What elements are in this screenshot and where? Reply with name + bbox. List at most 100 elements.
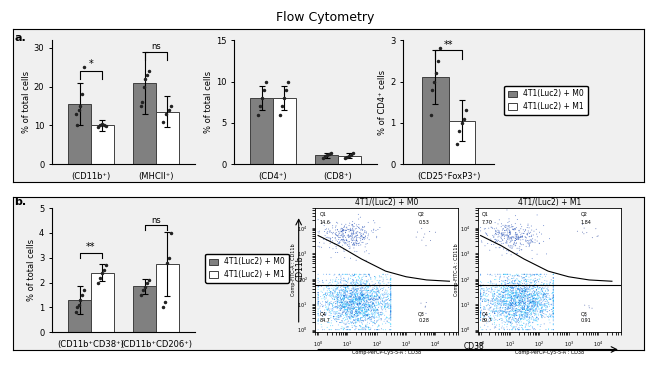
- Point: [497, 232, 508, 238]
- Point: [338, 300, 348, 306]
- Point: [359, 306, 370, 311]
- Point: [521, 227, 531, 233]
- Point: [373, 289, 384, 295]
- Point: [494, 292, 504, 297]
- Point: [532, 238, 542, 244]
- Point: [533, 293, 543, 299]
- Point: [350, 271, 360, 277]
- Point: [346, 293, 357, 299]
- Point: [517, 291, 527, 297]
- Point: [348, 288, 359, 294]
- Point: [508, 287, 518, 293]
- Bar: [422, 77, 448, 164]
- Point: [342, 327, 352, 333]
- Point: [475, 292, 486, 297]
- Point: [512, 285, 523, 291]
- Point: [514, 298, 525, 304]
- Point: [495, 293, 506, 299]
- Point: [338, 227, 348, 233]
- Point: [515, 299, 525, 305]
- Point: [374, 316, 384, 322]
- Point: [540, 293, 551, 299]
- Point: [346, 237, 357, 243]
- Point: [532, 291, 542, 297]
- Point: [368, 300, 378, 306]
- Point: [490, 308, 501, 314]
- Point: [342, 285, 352, 291]
- Point: [512, 294, 523, 300]
- Point: [525, 240, 536, 246]
- Point: [342, 299, 352, 305]
- Point: [367, 303, 377, 308]
- Point: [370, 320, 380, 326]
- Point: [515, 299, 526, 305]
- Point: [369, 315, 379, 321]
- Point: [356, 293, 366, 299]
- Point: [351, 313, 361, 319]
- Point: [339, 304, 349, 310]
- Point: [505, 301, 515, 307]
- Point: [341, 317, 351, 323]
- Point: [352, 285, 362, 291]
- Point: [499, 309, 510, 315]
- Point: [341, 298, 352, 304]
- Point: [535, 302, 545, 308]
- Point: [356, 301, 366, 307]
- Point: [520, 301, 530, 307]
- Point: [372, 307, 383, 313]
- Point: [519, 315, 530, 321]
- Point: [361, 323, 371, 329]
- Point: [314, 230, 324, 236]
- Point: [354, 275, 365, 281]
- Point: [353, 315, 363, 321]
- Point: [359, 327, 369, 333]
- Point: [364, 272, 374, 278]
- Point: [322, 299, 333, 305]
- Point: [352, 318, 363, 323]
- Point: [372, 296, 382, 301]
- Point: [548, 311, 558, 317]
- Point: [548, 297, 558, 303]
- Point: [342, 288, 352, 294]
- Point: [358, 314, 369, 319]
- Point: [536, 291, 546, 297]
- Point: [331, 295, 341, 300]
- Point: [491, 308, 501, 314]
- Point: [350, 293, 361, 299]
- Point: [354, 226, 365, 231]
- Point: [500, 295, 511, 301]
- Point: [347, 286, 358, 292]
- Point: [352, 288, 362, 294]
- Point: [339, 296, 349, 302]
- Point: [530, 306, 541, 312]
- Point: [358, 288, 368, 293]
- Point: [367, 297, 378, 303]
- Point: [333, 240, 344, 246]
- Point: [344, 303, 355, 308]
- Point: [519, 309, 530, 315]
- Point: [494, 291, 504, 297]
- Point: [508, 306, 518, 312]
- Point: [521, 279, 532, 285]
- Point: [340, 306, 350, 312]
- Point: [497, 233, 508, 239]
- Point: [385, 321, 396, 327]
- Point: [355, 301, 365, 307]
- Point: [510, 299, 521, 304]
- Point: [385, 312, 395, 318]
- Point: [510, 318, 520, 324]
- Point: [520, 283, 530, 288]
- Point: [358, 280, 368, 286]
- Point: [538, 295, 549, 301]
- Point: [354, 301, 364, 307]
- Point: [350, 282, 360, 288]
- Point: [525, 243, 535, 249]
- Point: [362, 241, 372, 246]
- Point: [353, 302, 363, 308]
- Point: [517, 296, 527, 302]
- Point: [385, 313, 396, 319]
- Point: [360, 290, 370, 296]
- Point: [328, 310, 339, 316]
- Point: [526, 305, 536, 311]
- Point: [363, 295, 374, 301]
